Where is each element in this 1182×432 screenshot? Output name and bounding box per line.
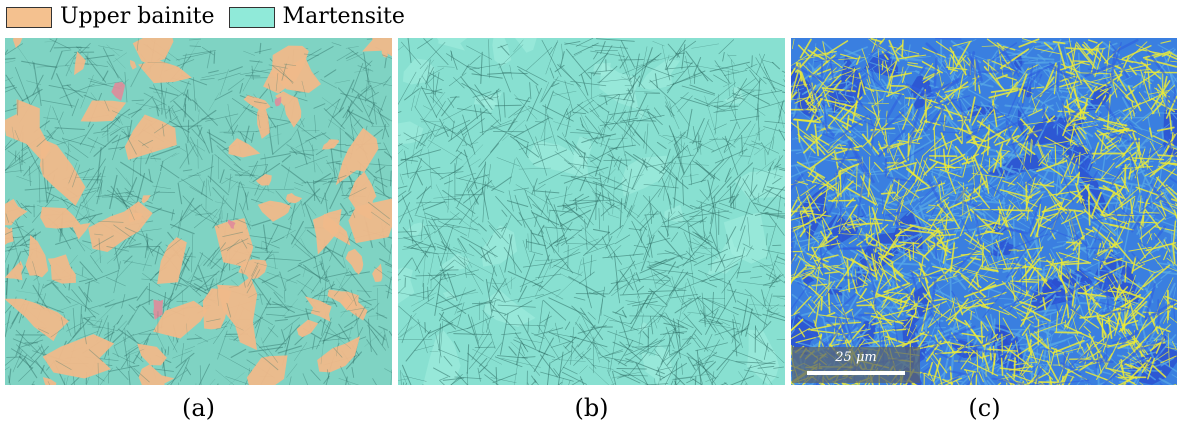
micrograph-kam-map-image	[791, 38, 1177, 385]
caption-b: (b)	[574, 394, 609, 422]
legend-swatch-martensite	[228, 6, 275, 28]
minor-phase-regions	[111, 81, 282, 320]
legend: Upper bainite Martensite	[6, 4, 405, 30]
grain-boundaries	[5, 38, 392, 385]
martensite-background	[5, 38, 392, 385]
scale-bar-label: 25 μm	[835, 350, 877, 365]
micrograph-phase-map	[5, 38, 392, 385]
legend-label-upper-bainite: Upper bainite	[60, 4, 215, 29]
scale-bar: 25 μm	[792, 347, 920, 383]
legend-label-martensite: Martensite	[282, 4, 405, 29]
lath-boundaries	[398, 38, 785, 385]
legend-item-martensite: Martensite	[228, 4, 405, 29]
caption-c: (c)	[968, 394, 1001, 422]
micrograph-band-contrast-image	[398, 38, 785, 385]
micrograph-phase-map-image	[5, 38, 392, 385]
legend-swatch-upper-bainite	[6, 6, 52, 28]
scale-bar-line	[807, 371, 905, 375]
upper-bainite-regions	[5, 38, 392, 385]
caption-a: (a)	[181, 394, 216, 422]
legend-item-upper-bainite: Upper bainite	[6, 6, 215, 28]
micrograph-kam-map: 25 μm	[791, 38, 1177, 385]
micrograph-band-contrast	[398, 38, 785, 385]
